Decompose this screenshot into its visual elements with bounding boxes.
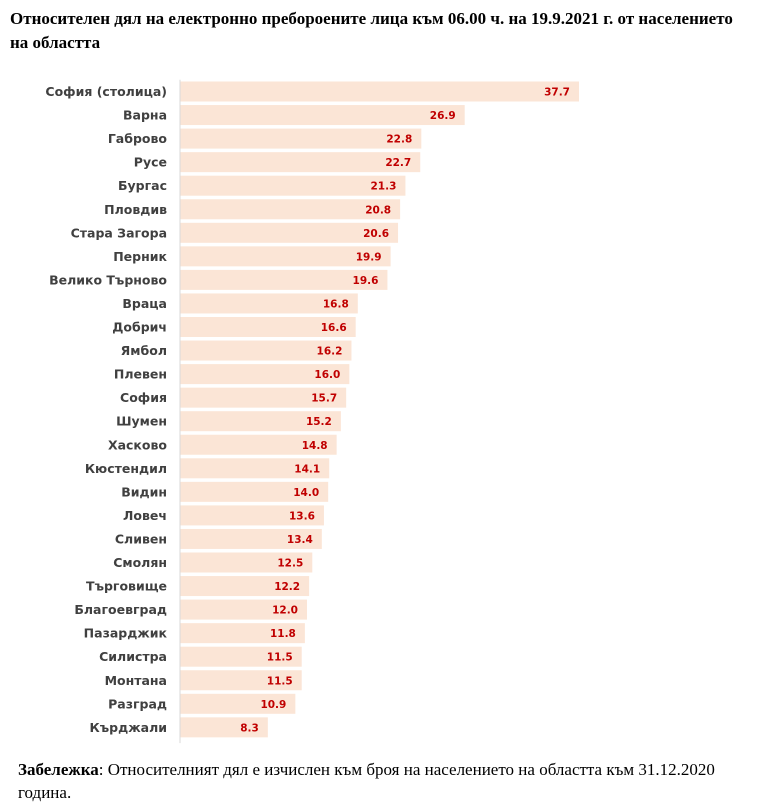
data-label: 37.7: [544, 87, 570, 99]
bar: [180, 269, 388, 290]
footnote-text: : Относителният дял е изчислен към броя …: [18, 760, 715, 802]
data-label: 16.8: [323, 298, 349, 310]
category-label: Видин: [121, 484, 167, 499]
value-labels-group: 37.7 26.9 22.8 22.7 21.3 20.8 20.6 19.9 19.6 16.8…: [240, 87, 570, 735]
data-label: 15.2: [306, 416, 332, 428]
category-label: Бургас: [118, 178, 167, 193]
category-label: Добрич: [112, 320, 167, 335]
data-label: 11.8: [270, 628, 296, 640]
data-label: 12.2: [274, 581, 300, 593]
data-label: 19.9: [356, 251, 382, 263]
data-label: 21.3: [371, 181, 397, 193]
category-label: Хасково: [108, 437, 167, 452]
category-label: Велико Търново: [49, 272, 167, 287]
bar: [180, 481, 329, 502]
bar: [180, 411, 341, 432]
category-label: Пловдив: [104, 202, 167, 217]
bar: [180, 152, 421, 173]
category-label: Кюстендил: [85, 461, 167, 476]
bar: [180, 128, 422, 149]
data-label: 11.5: [267, 675, 293, 687]
data-label: 16.2: [317, 346, 343, 358]
category-label: Търговище: [86, 579, 167, 594]
data-label: 13.6: [289, 510, 315, 522]
bar: [180, 387, 347, 408]
data-label: 12.0: [272, 605, 298, 617]
data-label: 26.9: [430, 110, 456, 122]
bar: [180, 576, 310, 597]
category-label: Силистра: [99, 649, 167, 664]
category-label: Плевен: [114, 367, 167, 382]
category-label: Ямбол: [121, 343, 167, 358]
bar: [180, 623, 305, 644]
category-label: Перник: [113, 249, 167, 264]
bar: [180, 340, 352, 361]
bar: [180, 458, 330, 479]
data-label: 16.6: [321, 322, 347, 334]
category-label: Благоевград: [74, 602, 167, 617]
bar: [180, 364, 350, 385]
category-label: Смолян: [113, 555, 167, 570]
bar-chart: София (столица) Варна Габрово Русе Бургас Пло…: [45, 79, 579, 744]
data-label: 13.4: [287, 534, 313, 546]
data-label: 8.3: [240, 722, 259, 734]
data-label: 14.1: [294, 463, 320, 475]
footnote: Забележка: Относителният дял е изчислен …: [18, 758, 748, 804]
data-label: 15.7: [311, 393, 337, 405]
data-label: 14.0: [293, 487, 319, 499]
category-label: Русе: [134, 155, 167, 170]
category-label: Варна: [123, 108, 167, 123]
category-labels-group: София (столица) Варна Габрово Русе Бургас Пло…: [45, 84, 167, 735]
category-label: Пазарджик: [84, 626, 168, 641]
category-label: Разград: [108, 696, 167, 711]
category-label: София (столица): [45, 84, 167, 99]
category-label: Ловеч: [123, 508, 167, 523]
bar: [180, 693, 296, 714]
data-label: 20.6: [363, 228, 389, 240]
bar: [180, 81, 579, 102]
data-label: 19.6: [353, 275, 379, 287]
bar: [180, 599, 308, 620]
bar: [180, 199, 401, 220]
footnote-label: Забележка: [18, 760, 99, 779]
data-label: 22.7: [385, 157, 411, 169]
bar: [180, 434, 337, 455]
data-label: 11.5: [267, 652, 293, 664]
bar: [180, 222, 399, 243]
bar: [180, 246, 391, 267]
category-label: Сливен: [115, 531, 167, 546]
bars-group: [180, 81, 579, 738]
category-label: София: [120, 390, 167, 405]
bar: [180, 552, 313, 573]
bar: [180, 528, 322, 549]
bar: [180, 505, 324, 526]
data-label: 10.9: [260, 699, 286, 711]
category-label: Габрово: [108, 131, 168, 146]
chart-title: Относителен дял на електронно пребороени…: [10, 9, 733, 52]
bar: [180, 670, 302, 691]
data-label: 16.0: [314, 369, 340, 381]
category-label: Шумен: [116, 414, 167, 429]
bar: [180, 717, 268, 738]
bar: [180, 317, 356, 337]
data-label: 20.8: [365, 204, 391, 216]
data-label: 22.8: [386, 134, 412, 146]
category-label: Кърджали: [90, 720, 167, 735]
bar: [180, 105, 465, 126]
category-label: Враца: [122, 296, 167, 311]
category-label: Монтана: [105, 673, 167, 688]
bar: [180, 646, 302, 667]
data-label: 14.8: [302, 440, 328, 452]
bar: [180, 293, 358, 314]
bar: [180, 175, 406, 196]
data-label: 12.5: [277, 558, 303, 570]
category-label: Стара Загора: [71, 225, 167, 240]
